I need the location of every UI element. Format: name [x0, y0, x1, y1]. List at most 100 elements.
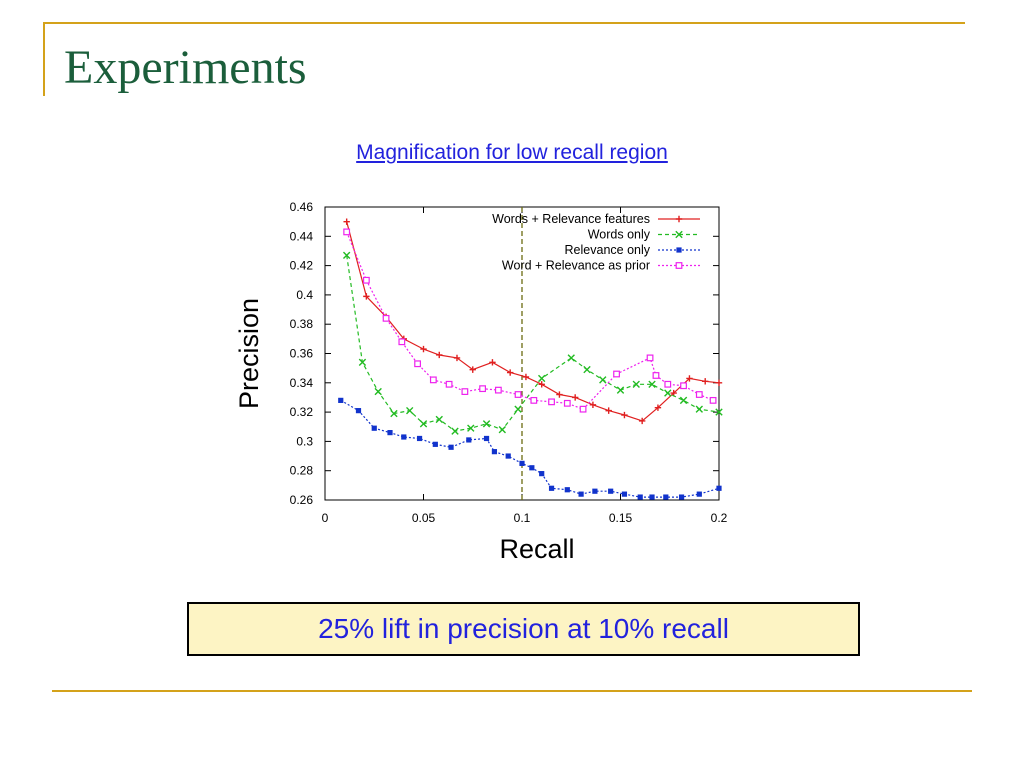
series-2-point — [416, 435, 423, 442]
slide-title: Experiments — [64, 41, 307, 94]
series-3-point — [494, 386, 502, 394]
series-1-point — [648, 380, 656, 388]
decorative-top-rule — [43, 22, 965, 24]
series-1-point — [358, 358, 367, 366]
series-2-point — [678, 494, 685, 500]
series-2-point — [519, 460, 525, 466]
series-1-point — [514, 405, 522, 413]
series-1-point — [664, 389, 672, 397]
series-3-point — [680, 382, 687, 390]
legend-marker-1 — [675, 230, 683, 239]
series-2-point — [663, 494, 669, 500]
series-2-point — [564, 487, 570, 493]
series-3-point — [695, 391, 703, 398]
series-1-point — [498, 425, 506, 434]
series-0-point — [605, 407, 612, 414]
x-tick-label: 0.2 — [711, 511, 728, 525]
series-0-point — [571, 394, 579, 401]
series-0-point — [702, 378, 709, 385]
legend-marker-3 — [675, 262, 683, 269]
x-tick-label: 0.05 — [412, 511, 436, 525]
series-2-point — [401, 434, 407, 440]
series-0-point — [654, 404, 662, 411]
series-2-point — [592, 488, 598, 494]
y-tick-label: 0.38 — [290, 317, 314, 331]
series-2-point — [539, 471, 545, 477]
series-2-point — [432, 441, 438, 447]
y-tick-label: 0.4 — [296, 288, 313, 302]
series-1-point — [616, 386, 625, 394]
series-0-point — [638, 417, 646, 425]
series-3-point — [652, 372, 660, 379]
series-0-point — [436, 351, 443, 359]
series-1-point — [390, 409, 398, 418]
series-3-point — [646, 354, 654, 362]
callout-text: 25% lift in precision at 10% recall — [318, 613, 729, 644]
series-0-point — [538, 381, 545, 388]
x-axis-label: Recall — [499, 534, 574, 564]
series-0-point — [522, 373, 530, 381]
callout-box: 25% lift in precision at 10% recall — [187, 602, 860, 656]
series-3-point — [414, 360, 421, 368]
series-2-point — [387, 430, 393, 436]
series-0-point — [621, 411, 628, 419]
series-0-point — [715, 379, 723, 386]
series-3-point — [548, 398, 555, 406]
series-line-3 — [346, 231, 714, 410]
series-1-point — [419, 420, 428, 428]
series-3-point — [664, 380, 672, 388]
series-0-point — [420, 345, 427, 353]
y-tick-label: 0.46 — [290, 200, 314, 214]
series-0-point — [343, 218, 350, 225]
decorative-bottom-rule — [52, 690, 972, 692]
series-1-point — [451, 427, 459, 435]
series-1-point — [482, 420, 491, 428]
series-1-point — [599, 376, 607, 384]
series-2-point — [483, 435, 490, 442]
x-tick-label: 0.15 — [609, 511, 633, 525]
series-1-point — [374, 387, 382, 396]
series-2-point — [448, 444, 454, 450]
series-2-point — [548, 485, 555, 491]
series-1-point — [679, 396, 688, 405]
series-3-point — [530, 396, 538, 404]
series-0-point — [556, 391, 563, 398]
legend-label-2: Relevance only — [565, 243, 651, 257]
series-3-point — [461, 388, 469, 395]
series-2-point — [621, 491, 628, 497]
series-2-point — [466, 437, 472, 443]
series-2-point — [696, 491, 702, 497]
series-3-point — [709, 396, 717, 404]
series-1-point — [695, 405, 703, 413]
legend-marker-2 — [676, 247, 682, 253]
legend-label-1: Words only — [588, 228, 651, 242]
series-3-point — [398, 338, 406, 346]
series-0-point — [489, 359, 496, 366]
x-tick-label: 0 — [322, 511, 329, 525]
series-3-point — [613, 370, 620, 378]
series-3-point — [445, 380, 453, 388]
series-1-point — [435, 415, 443, 424]
series-2-point — [578, 491, 584, 497]
series-2-point — [649, 494, 655, 500]
series-2-point — [371, 425, 377, 431]
series-2-point — [505, 453, 511, 459]
series-0-point — [453, 354, 461, 362]
series-3-point — [362, 276, 370, 284]
series-3-point — [343, 228, 351, 236]
series-3-point — [514, 391, 522, 398]
y-tick-label: 0.32 — [290, 405, 314, 419]
series-1-point — [342, 251, 351, 260]
series-line-2 — [340, 399, 720, 498]
series-0-point — [363, 293, 370, 300]
series-2-point — [491, 449, 498, 455]
y-tick-label: 0.34 — [290, 376, 314, 390]
legend-marker-0 — [675, 215, 683, 223]
chart-subtitle-link[interactable]: Magnification for low recall region — [356, 141, 668, 164]
series-0-point — [469, 366, 476, 373]
series-0-point — [686, 375, 693, 382]
series-2-point — [338, 397, 344, 403]
y-axis-label: Precision — [234, 298, 264, 409]
series-1-point — [467, 424, 475, 432]
